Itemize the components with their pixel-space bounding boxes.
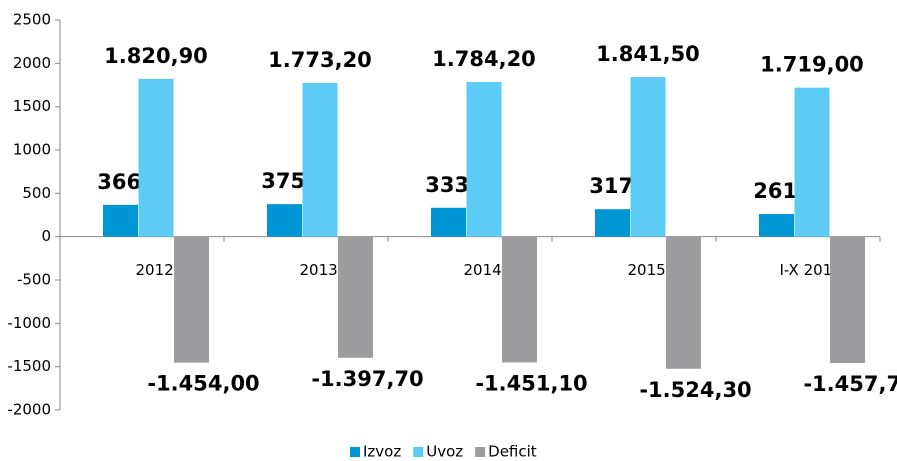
value-label: 1.773,20 <box>268 48 372 72</box>
value-label: 1.820,90 <box>104 44 208 68</box>
value-label: 1.784,20 <box>432 47 536 71</box>
y-tick-label: -2000 <box>7 401 51 419</box>
bar <box>830 236 865 364</box>
legend-swatch <box>413 447 424 457</box>
bar <box>466 82 502 237</box>
bar <box>630 77 666 237</box>
x-tick-label: 2012. <box>136 261 179 279</box>
bar <box>174 236 209 363</box>
legend-label: Uvoz <box>426 443 463 461</box>
value-label: -1.457,70 <box>803 372 897 396</box>
bar <box>103 204 138 237</box>
y-tick-label: 2000 <box>13 54 51 72</box>
legend-swatch <box>350 447 360 457</box>
bar <box>794 87 830 237</box>
y-tick-label: 1500 <box>13 97 51 115</box>
x-tick-label: 2015. <box>628 261 671 279</box>
legend-label: Deficit <box>488 443 537 461</box>
x-tick-label: 2013. <box>300 261 343 279</box>
y-tick-label: 0 <box>41 227 51 245</box>
y-tick-label: 1000 <box>13 141 51 159</box>
bar <box>595 209 630 237</box>
value-label: -1.451,10 <box>475 371 587 395</box>
bar <box>338 236 373 358</box>
y-tick-label: 2500 <box>13 11 51 29</box>
x-tick-label: I-X 2016. <box>779 261 846 279</box>
value-label: 1.719,00 <box>760 53 864 77</box>
value-label: -1.454,00 <box>147 372 259 396</box>
bar <box>267 204 302 237</box>
legend-swatch <box>475 447 486 457</box>
y-tick-label: -1000 <box>7 314 51 332</box>
bar <box>502 236 537 363</box>
value-label: -1.397,70 <box>311 367 423 391</box>
bar <box>138 78 174 237</box>
y-tick-label: -500 <box>17 271 51 289</box>
y-tick-label: 500 <box>22 184 51 202</box>
value-label: 1.841,50 <box>596 42 700 66</box>
value-label: -1.524,30 <box>639 378 751 402</box>
bar <box>302 82 338 237</box>
legend-label: Izvoz <box>363 443 401 461</box>
bar <box>759 214 794 237</box>
bar <box>431 207 466 237</box>
bar <box>666 236 701 369</box>
x-tick-label: 2014. <box>464 261 507 279</box>
y-tick-label: -1500 <box>7 357 51 375</box>
